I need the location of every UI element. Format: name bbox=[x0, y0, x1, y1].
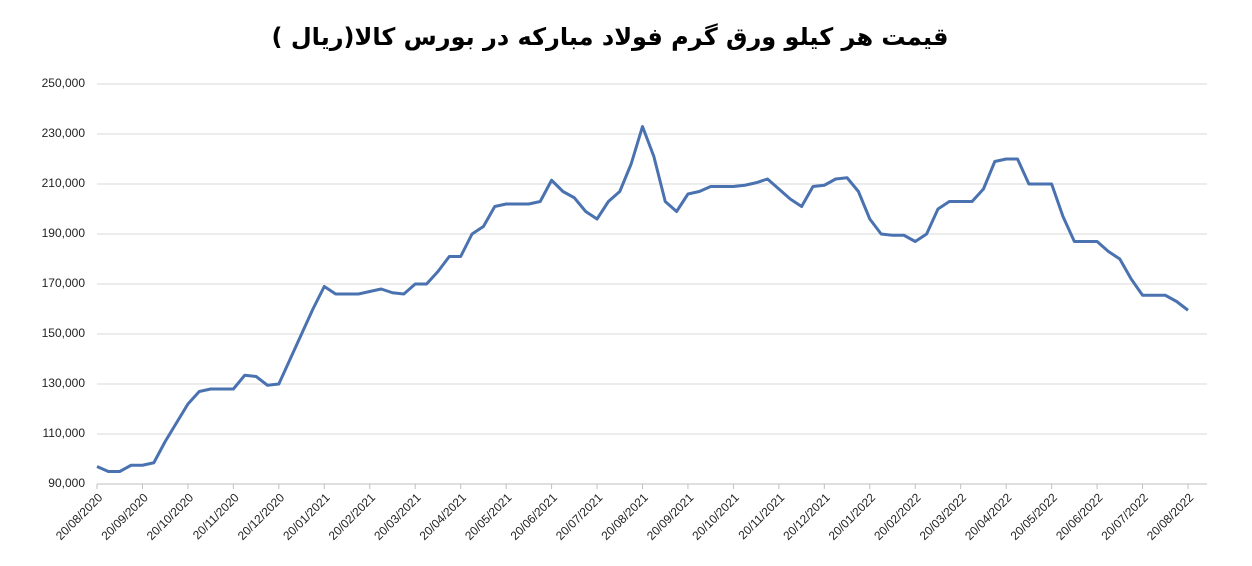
y-tick-label: 250,000 bbox=[42, 76, 86, 90]
x-tick-label: 20/12/2021 bbox=[780, 490, 833, 543]
x-tick-label: 20/12/2020 bbox=[235, 490, 288, 543]
x-tick-label: 20/05/2021 bbox=[462, 490, 515, 543]
x-tick-label: 20/02/2022 bbox=[871, 490, 924, 543]
x-tick-label: 20/11/2020 bbox=[190, 490, 242, 542]
x-tick-label: 20/06/2021 bbox=[508, 490, 561, 543]
x-tick-label: 20/08/2021 bbox=[598, 490, 651, 543]
x-tick-label: 20/09/2021 bbox=[644, 490, 697, 543]
x-tick-label: 20/07/2021 bbox=[553, 490, 606, 543]
y-tick-label: 210,000 bbox=[42, 176, 86, 190]
y-tick-label: 130,000 bbox=[42, 376, 86, 390]
y-tick-label: 170,000 bbox=[42, 276, 86, 290]
x-tick-label: 20/01/2021 bbox=[280, 490, 333, 543]
x-tick-label: 20/01/2022 bbox=[826, 490, 879, 543]
x-tick-label: 20/06/2022 bbox=[1053, 490, 1106, 543]
x-tick-label: 20/09/2020 bbox=[98, 490, 151, 543]
x-tick-label: 20/08/2022 bbox=[1144, 490, 1197, 543]
x-tick-label: 20/04/2021 bbox=[417, 490, 470, 543]
x-tick-label: 20/05/2022 bbox=[1008, 490, 1061, 543]
x-tick-label: 20/10/2021 bbox=[689, 490, 742, 543]
y-tick-label: 90,000 bbox=[48, 476, 85, 490]
y-tick-label: 150,000 bbox=[42, 326, 86, 340]
y-tick-label: 230,000 bbox=[42, 126, 86, 140]
x-tick-label: 20/10/2020 bbox=[144, 490, 197, 543]
x-tick-label: 20/03/2021 bbox=[371, 490, 424, 543]
x-tick-label: 20/03/2022 bbox=[917, 490, 970, 543]
x-tick-label: 20/08/2020 bbox=[53, 490, 106, 543]
y-tick-label: 110,000 bbox=[43, 426, 86, 440]
x-tick-label: 20/07/2022 bbox=[1099, 490, 1152, 543]
chart-title: قیمت هر کیلو ورق گرم فولاد مبارکه در بور… bbox=[272, 23, 949, 51]
y-tick-label: 190,000 bbox=[42, 226, 86, 240]
x-tick-label: 20/02/2021 bbox=[326, 490, 379, 543]
line bbox=[96, 125, 1189, 473]
x-tick-label: 20/04/2022 bbox=[962, 490, 1015, 543]
x-tick-label: 20/11/2021 bbox=[735, 490, 787, 542]
